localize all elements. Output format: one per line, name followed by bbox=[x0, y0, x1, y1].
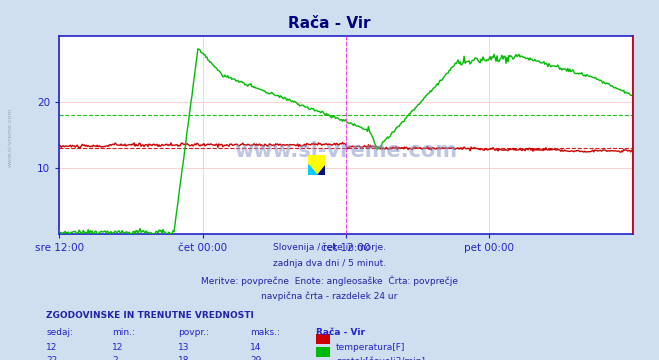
Text: www.si-vreme.com: www.si-vreme.com bbox=[8, 107, 13, 167]
Polygon shape bbox=[308, 165, 317, 175]
Text: 2: 2 bbox=[112, 356, 118, 360]
Text: temperatura[F]: temperatura[F] bbox=[336, 343, 405, 352]
Text: 12: 12 bbox=[46, 343, 57, 352]
Text: 13: 13 bbox=[178, 343, 189, 352]
Text: pretok[čevelj3/min]: pretok[čevelj3/min] bbox=[336, 356, 425, 360]
Text: ZGODOVINSKE IN TRENUTNE VREDNOSTI: ZGODOVINSKE IN TRENUTNE VREDNOSTI bbox=[46, 311, 254, 320]
Text: maks.:: maks.: bbox=[250, 328, 280, 337]
Text: sedaj:: sedaj: bbox=[46, 328, 73, 337]
Text: zadnja dva dni / 5 minut.: zadnja dva dni / 5 minut. bbox=[273, 259, 386, 268]
Polygon shape bbox=[317, 165, 325, 175]
Text: 29: 29 bbox=[250, 356, 262, 360]
Text: Rača - Vir: Rača - Vir bbox=[316, 328, 365, 337]
Text: navpična črta - razdelek 24 ur: navpična črta - razdelek 24 ur bbox=[262, 292, 397, 301]
Text: 12: 12 bbox=[112, 343, 123, 352]
Text: www.si-vreme.com: www.si-vreme.com bbox=[235, 141, 457, 161]
Text: 14: 14 bbox=[250, 343, 262, 352]
Text: Meritve: povprečne  Enote: angleosaške  Črta: povprečje: Meritve: povprečne Enote: angleosaške Čr… bbox=[201, 275, 458, 286]
Text: min.:: min.: bbox=[112, 328, 135, 337]
Text: Rača - Vir: Rača - Vir bbox=[288, 16, 371, 31]
Text: 22: 22 bbox=[46, 356, 57, 360]
Text: Slovenija / reke in morje.: Slovenija / reke in morje. bbox=[273, 243, 386, 252]
Text: povpr.:: povpr.: bbox=[178, 328, 209, 337]
Text: 18: 18 bbox=[178, 356, 189, 360]
